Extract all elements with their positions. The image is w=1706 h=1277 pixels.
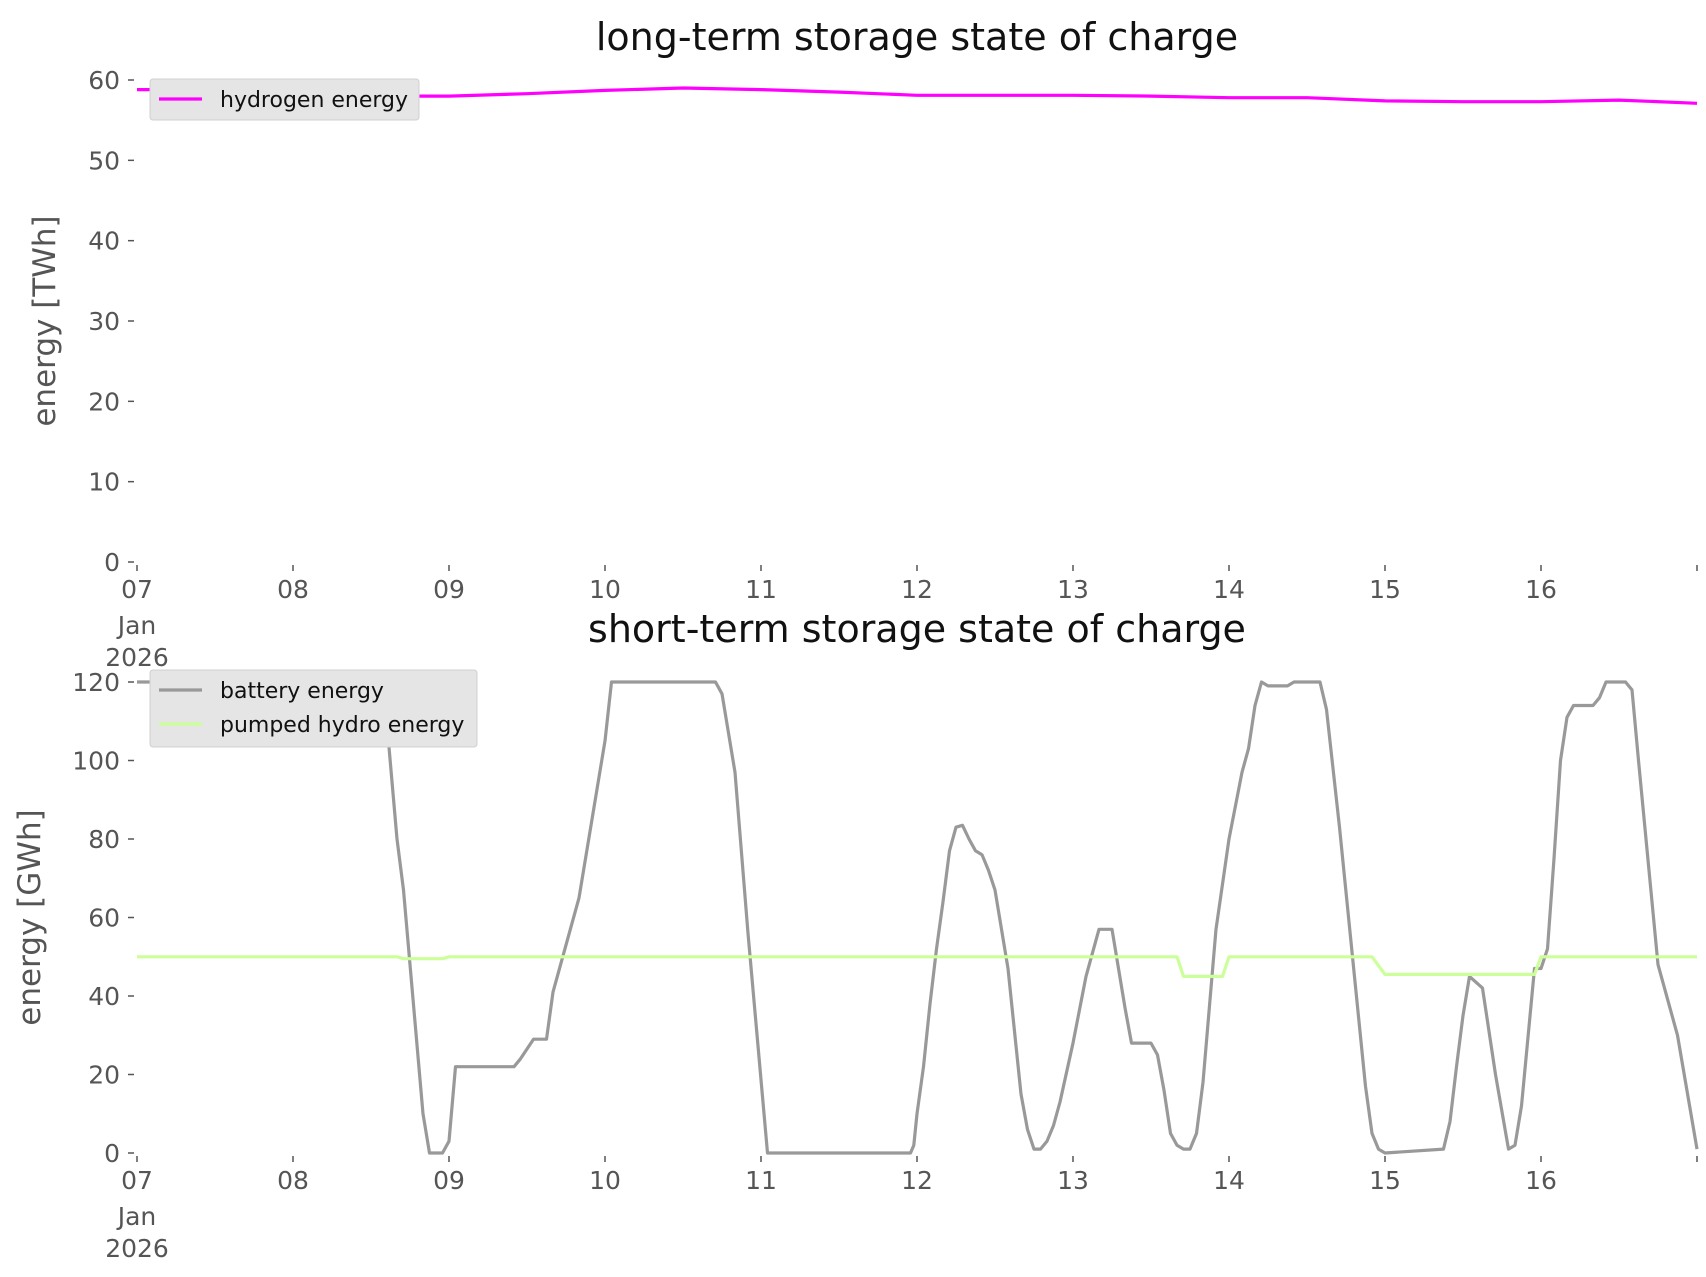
y-tick-label: 40	[88, 982, 120, 1011]
x-tick-label: 09	[433, 1166, 465, 1195]
x-tick-label: 11	[745, 575, 777, 604]
legend-label: battery energy	[220, 679, 384, 704]
y-tick-label: 20	[88, 387, 120, 416]
x-tick-label: 12	[901, 575, 933, 604]
legend-box	[149, 669, 478, 748]
x-tick-sublabel: 2026	[105, 1234, 169, 1263]
x-tick-label: 10	[589, 575, 621, 604]
y-tick-label: 0	[104, 1139, 120, 1168]
x-tick-label: 08	[277, 575, 309, 604]
y-tick-label: 30	[88, 307, 120, 336]
x-tick-sublabel: 2026	[105, 643, 169, 672]
legend-box	[149, 78, 420, 121]
x-tick-label: 15	[1369, 1166, 1401, 1195]
x-tick-label: 14	[1213, 575, 1245, 604]
x-tick-sublabel: Jan	[116, 611, 157, 640]
x-tick-label: 11	[745, 1166, 777, 1195]
legend-label: hydrogen energy	[220, 88, 408, 113]
y-tick-label: 60	[88, 66, 120, 95]
x-tick-label: 09	[433, 575, 465, 604]
y-axis-label: energy [TWh]	[27, 215, 63, 426]
x-tick-label: 15	[1369, 575, 1401, 604]
x-tick-label: 13	[1057, 1166, 1089, 1195]
x-tick-label: 07	[121, 575, 153, 604]
y-tick-label: 0	[104, 548, 120, 577]
legend: battery energy pumped hydro energy	[149, 669, 478, 748]
legend-label: pumped hydro energy	[220, 713, 464, 738]
y-tick-label: 10	[88, 468, 120, 497]
series-line-pumped-hydro-energy	[137, 955, 1697, 978]
chart-panel-1: long-term storage state of charge energy …	[27, 15, 1698, 672]
y-tick-label: 60	[88, 904, 120, 933]
y-tick-label: 80	[88, 825, 120, 854]
x-tick-label: 10	[589, 1166, 621, 1195]
x-tick-label: 16	[1525, 1166, 1557, 1195]
y-tick-label: 120	[72, 668, 120, 697]
y-tick-label: 100	[72, 747, 120, 776]
x-tick-label: 08	[277, 1166, 309, 1195]
y-tick-label: 50	[88, 146, 120, 175]
y-tick-label: 40	[88, 227, 120, 256]
chart-panel-2: short-term storage state of charge energy…	[12, 607, 1699, 1263]
x-tick-label: 13	[1057, 575, 1089, 604]
y-tick-label: 20	[88, 1061, 120, 1090]
x-tick-label: 12	[901, 1166, 933, 1195]
y-axis-label: energy [GWh]	[12, 809, 48, 1025]
x-tick-label: 16	[1525, 575, 1557, 604]
x-tick-sublabel: Jan	[116, 1202, 157, 1231]
legend: hydrogen energy	[149, 78, 420, 121]
series-line-battery-energy	[137, 680, 1699, 1155]
x-tick-label: 14	[1213, 1166, 1245, 1195]
chart-title: long-term storage state of charge	[596, 15, 1238, 59]
chart-title: short-term storage state of charge	[588, 607, 1246, 651]
x-tick-label: 07	[121, 1166, 153, 1195]
